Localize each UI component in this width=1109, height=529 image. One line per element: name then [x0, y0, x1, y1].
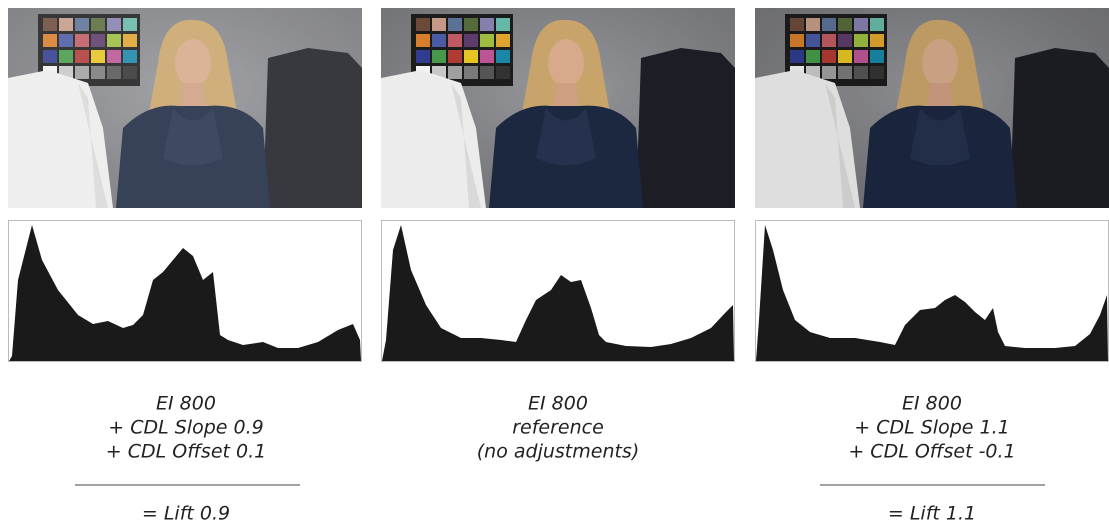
caption-line: reference [512, 417, 604, 439]
caption-result: = Lift 1.1 [888, 503, 976, 525]
caption-line: EI 800 [902, 393, 962, 415]
figure: EI 800+ CDL Slope 0.9+ CDL Offset 0.1= L… [0, 0, 1109, 529]
page: EI 800 CDL comparison {"panels": [ {"lin… [0, 0, 1109, 529]
caption-result: = Lift 0.9 [142, 503, 230, 525]
photo [381, 8, 735, 208]
caption-line: EI 800 [528, 393, 588, 415]
caption-line: + CDL Offset -0.1 [848, 441, 1015, 463]
histogram [9, 221, 362, 362]
body: EI 800+ CDL Slope 0.9+ CDL Offset 0.1= L… [0, 0, 1109, 529]
histogram [756, 221, 1109, 362]
histogram [382, 221, 735, 362]
caption-line: EI 800 [156, 393, 216, 415]
photo [755, 8, 1109, 208]
caption-line: + CDL Offset 0.1 [106, 441, 266, 463]
caption-line: (no adjustments) [477, 441, 640, 463]
photo [8, 8, 362, 208]
caption-line: + CDL Slope 0.9 [108, 417, 263, 439]
caption-line: + CDL Slope 1.1 [854, 417, 1009, 439]
